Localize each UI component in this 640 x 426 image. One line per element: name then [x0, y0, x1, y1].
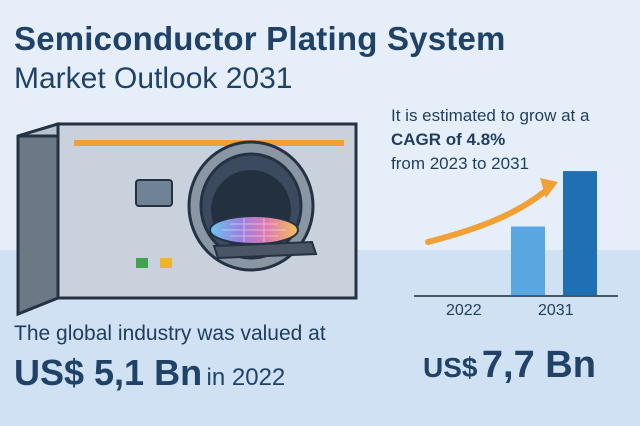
growth-text: It is estimated to grow at a [391, 106, 590, 125]
market-value-2022: US$ 5,1 Bn in 2022 [14, 352, 285, 394]
market-value-2031: US$ 7,7 Bn [423, 344, 596, 387]
page-title: Semiconductor Plating System [14, 20, 506, 57]
x-tick-label-2031: 2031 [538, 302, 574, 319]
bar-2022 [511, 226, 545, 296]
cagr-value: CAGR of 4.8% [391, 130, 506, 149]
valued-label: The global industry was valued at [14, 322, 326, 345]
bar-2031 [563, 171, 597, 296]
x-tick-label-2022: 2022 [446, 302, 482, 319]
page-subtitle: Market Outlook 2031 [14, 62, 293, 95]
wafer-icon [209, 215, 299, 245]
value-2022-year: in 2022 [206, 364, 286, 391]
growth-arrow-icon [425, 178, 558, 245]
plating-machine-icon [16, 121, 358, 317]
growth-period: from 2023 to 2031 [391, 154, 529, 173]
value-2022-amount: US$ 5,1 Bn [14, 352, 203, 393]
market-bar-chart [414, 171, 618, 297]
value-2031-currency: US$ [423, 352, 478, 383]
value-2031-amount: 7,7 Bn [481, 344, 596, 386]
